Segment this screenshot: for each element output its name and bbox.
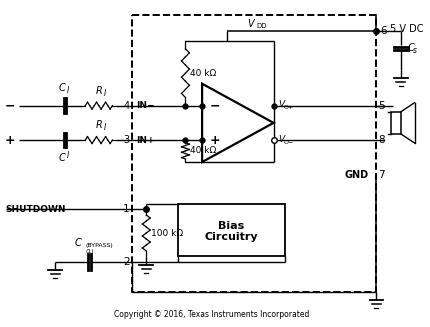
Text: 1: 1 bbox=[123, 204, 129, 214]
Bar bbox=[177, 204, 285, 256]
Text: −: − bbox=[209, 99, 220, 112]
Text: s: s bbox=[412, 46, 416, 55]
Text: Copyright © 2016, Texas Instruments Incorporated: Copyright © 2016, Texas Instruments Inco… bbox=[114, 310, 309, 319]
Text: GND: GND bbox=[344, 170, 368, 180]
Text: IN+: IN+ bbox=[136, 136, 155, 145]
Text: IN−: IN− bbox=[136, 101, 155, 110]
Text: C: C bbox=[75, 238, 81, 248]
Text: DD: DD bbox=[255, 23, 266, 29]
Text: 5: 5 bbox=[378, 101, 384, 111]
Text: 4: 4 bbox=[123, 101, 129, 111]
Text: I: I bbox=[104, 89, 106, 98]
Text: V: V bbox=[247, 19, 253, 29]
Text: 40 kΩ: 40 kΩ bbox=[190, 69, 216, 77]
Text: 6: 6 bbox=[379, 26, 386, 36]
Text: +: + bbox=[209, 134, 220, 146]
Text: I: I bbox=[67, 86, 69, 95]
Text: I: I bbox=[104, 123, 106, 132]
Text: 100 kΩ: 100 kΩ bbox=[151, 229, 183, 237]
Text: +: + bbox=[4, 134, 15, 146]
Text: 5 V DC: 5 V DC bbox=[389, 24, 423, 34]
Text: O−: O− bbox=[283, 140, 293, 145]
Text: R: R bbox=[95, 120, 102, 130]
Text: 40 kΩ: 40 kΩ bbox=[190, 146, 216, 155]
Text: 3: 3 bbox=[123, 135, 129, 145]
Text: Bias: Bias bbox=[218, 221, 244, 231]
Text: C: C bbox=[58, 83, 65, 93]
Text: V: V bbox=[278, 135, 284, 144]
Text: −: − bbox=[5, 99, 15, 112]
Text: V: V bbox=[278, 100, 284, 109]
Text: (1): (1) bbox=[86, 249, 94, 254]
Text: I: I bbox=[67, 151, 69, 160]
Text: SHUTDOWN: SHUTDOWN bbox=[5, 204, 66, 214]
Text: C: C bbox=[58, 153, 65, 163]
Text: C: C bbox=[407, 43, 414, 53]
Text: (BYPASS): (BYPASS) bbox=[86, 243, 113, 248]
Text: R: R bbox=[95, 86, 102, 96]
Text: 8: 8 bbox=[378, 135, 384, 145]
Text: 2: 2 bbox=[123, 257, 129, 267]
Text: 7: 7 bbox=[378, 170, 384, 180]
Text: Circuitry: Circuitry bbox=[204, 232, 258, 242]
Text: O+: O+ bbox=[283, 105, 293, 110]
